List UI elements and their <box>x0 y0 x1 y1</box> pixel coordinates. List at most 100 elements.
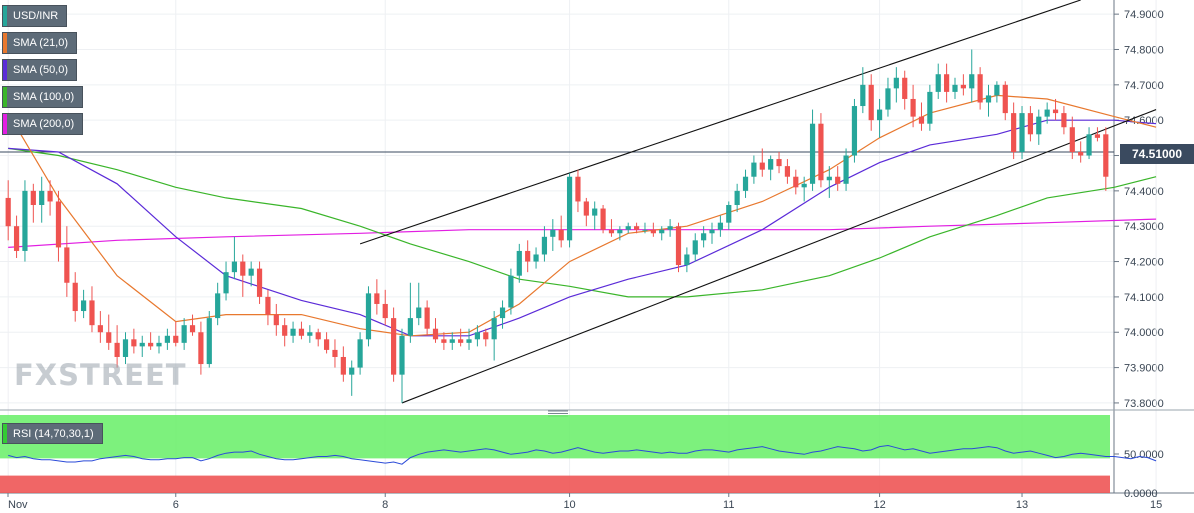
candle-body <box>1027 113 1033 135</box>
watermark-logo: FXSTREET <box>14 358 187 392</box>
candle-body <box>667 226 673 230</box>
candle-body <box>801 183 807 188</box>
legend-swatch <box>3 424 7 443</box>
candle-body <box>357 339 363 368</box>
legend-sma50[interactable]: SMA (50,0) <box>2 59 78 81</box>
candle-body <box>499 307 506 319</box>
candle-body <box>575 176 581 202</box>
candle-body <box>148 342 154 347</box>
candle-body <box>449 339 455 343</box>
candle-body <box>365 293 372 340</box>
rsi-overbought-zone <box>0 415 1110 459</box>
candle-body <box>726 205 732 223</box>
candle-body <box>189 325 196 333</box>
candle-body <box>349 367 355 375</box>
candle-body <box>776 159 782 167</box>
candle-body <box>114 342 120 357</box>
candle-body <box>860 84 866 107</box>
legend-swatch <box>3 60 7 80</box>
candle-body <box>173 335 179 343</box>
x-tick-label: Nov <box>8 499 28 511</box>
candle-body <box>382 303 388 319</box>
candle-body <box>81 300 87 312</box>
candle-body <box>675 226 682 266</box>
y-tick-label: 74.9000 <box>1124 9 1164 21</box>
y-tick-label: 73.8000 <box>1124 398 1164 410</box>
candle-body <box>1011 113 1017 152</box>
candle-body <box>1094 134 1101 138</box>
candle-body <box>122 339 129 357</box>
candle-body <box>566 176 573 241</box>
candle-body <box>89 300 95 326</box>
candle-body <box>307 332 313 336</box>
candle-body <box>315 332 321 340</box>
candle-body <box>399 335 405 375</box>
x-tick-label: 11 <box>723 499 734 511</box>
candle-body <box>793 176 799 188</box>
candle-body <box>826 176 832 181</box>
candle-body <box>1002 84 1008 114</box>
candle-body <box>156 342 162 347</box>
candle-body <box>717 222 723 230</box>
candle-body <box>282 325 288 336</box>
candle-body <box>181 325 187 343</box>
candle-body <box>374 293 380 304</box>
candle-body <box>273 314 279 326</box>
candle-body <box>927 91 933 124</box>
rsi-legend[interactable]: RSI (14,70,30,1) <box>2 423 103 444</box>
candle-body <box>893 77 899 89</box>
candle-body <box>206 318 212 365</box>
candle-body <box>39 190 45 205</box>
candle-body <box>1086 134 1092 156</box>
candle-body <box>952 84 958 92</box>
legend-label: USD/INR <box>13 10 59 22</box>
candle-body <box>474 332 480 340</box>
candle-body <box>525 250 531 262</box>
y-tick-label: 74.4000 <box>1124 186 1164 198</box>
x-tick-label: 10 <box>563 499 575 511</box>
candle-body <box>533 254 539 262</box>
candle-body <box>994 84 1000 96</box>
candle-body <box>558 229 564 241</box>
candle-body <box>1019 113 1025 152</box>
candle-body <box>1044 109 1050 117</box>
sma100-line <box>8 147 1157 298</box>
candle-body <box>692 240 698 255</box>
candle-body <box>944 74 950 92</box>
candle-body <box>550 229 556 237</box>
candle-body <box>1036 116 1042 135</box>
candle-body <box>985 95 992 103</box>
legend-label: SMA (200,0) <box>13 118 75 130</box>
candle-body <box>1061 113 1067 128</box>
candle-body <box>256 268 263 297</box>
candle-body <box>742 176 749 191</box>
x-tick-label: 6 <box>173 499 179 511</box>
rsi-line <box>8 444 1157 465</box>
x-tick-label: 15 <box>1150 499 1162 511</box>
candle-body <box>231 261 238 273</box>
candle-body <box>642 229 648 231</box>
candle-body <box>164 335 170 343</box>
legend-sma200[interactable]: SMA (200,0) <box>2 113 84 135</box>
candle-body <box>248 268 254 276</box>
trendline <box>401 109 1157 404</box>
y-tick-label: 74.8000 <box>1124 44 1164 56</box>
legend-sma100[interactable]: SMA (100,0) <box>2 86 84 108</box>
legend-sma21[interactable]: SMA (21,0) <box>2 32 78 54</box>
candle-body <box>784 166 791 177</box>
legend-label: SMA (100,0) <box>13 91 75 103</box>
legend-usdinr[interactable]: USD/INR <box>2 5 68 27</box>
candle-body <box>198 332 204 365</box>
candle-body <box>323 339 330 350</box>
candle-body <box>910 98 916 117</box>
candle-body <box>650 229 656 234</box>
y-tick-label: 73.9000 <box>1124 363 1164 375</box>
y-tick-label: 74.7000 <box>1124 80 1164 92</box>
candle-body <box>340 356 346 375</box>
legend-label: SMA (21,0) <box>13 37 69 49</box>
candle-body <box>634 226 640 230</box>
candle-body <box>759 162 765 170</box>
candle-body <box>97 325 103 333</box>
legend-swatch <box>3 6 7 26</box>
y-tick-label: 74.0000 <box>1124 327 1164 339</box>
